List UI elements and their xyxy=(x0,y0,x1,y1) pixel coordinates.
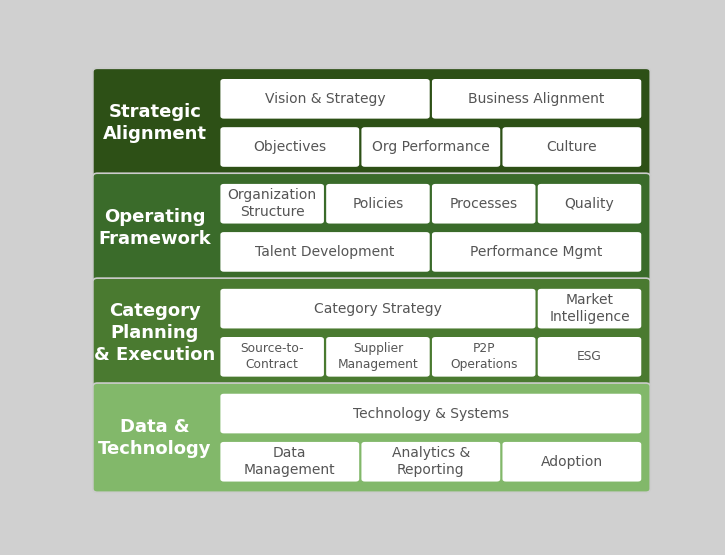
FancyBboxPatch shape xyxy=(502,127,641,167)
Text: Vision & Strategy: Vision & Strategy xyxy=(265,92,386,106)
Text: Quality: Quality xyxy=(565,196,614,211)
FancyBboxPatch shape xyxy=(220,289,536,329)
Text: Category Strategy: Category Strategy xyxy=(314,301,442,316)
Text: Technology & Systems: Technology & Systems xyxy=(353,407,509,421)
Text: Organization
Structure: Organization Structure xyxy=(228,188,317,219)
Text: ESG: ESG xyxy=(577,350,602,364)
FancyBboxPatch shape xyxy=(502,442,641,482)
Text: Operating
Framework: Operating Framework xyxy=(99,208,211,248)
FancyBboxPatch shape xyxy=(220,337,324,377)
Text: P2P
Operations: P2P Operations xyxy=(450,342,518,371)
FancyBboxPatch shape xyxy=(362,442,500,482)
FancyBboxPatch shape xyxy=(538,289,641,329)
FancyBboxPatch shape xyxy=(220,184,324,224)
FancyBboxPatch shape xyxy=(93,383,650,492)
FancyBboxPatch shape xyxy=(326,184,430,224)
FancyBboxPatch shape xyxy=(220,442,359,482)
FancyBboxPatch shape xyxy=(432,232,641,272)
FancyBboxPatch shape xyxy=(93,173,650,282)
FancyBboxPatch shape xyxy=(220,79,430,119)
Text: Objectives: Objectives xyxy=(253,140,326,154)
Text: Business Alignment: Business Alignment xyxy=(468,92,605,106)
Text: Culture: Culture xyxy=(547,140,597,154)
Text: Source-to-
Contract: Source-to- Contract xyxy=(241,342,304,371)
FancyBboxPatch shape xyxy=(538,184,641,224)
Text: Performance Mgmt: Performance Mgmt xyxy=(471,245,602,259)
Text: Supplier
Management: Supplier Management xyxy=(338,342,418,371)
FancyBboxPatch shape xyxy=(220,232,430,272)
FancyBboxPatch shape xyxy=(362,127,500,167)
Text: Org Performance: Org Performance xyxy=(372,140,489,154)
FancyBboxPatch shape xyxy=(93,278,650,387)
FancyBboxPatch shape xyxy=(93,68,650,178)
Text: Processes: Processes xyxy=(450,196,518,211)
FancyBboxPatch shape xyxy=(220,393,641,433)
Text: Adoption: Adoption xyxy=(541,455,603,469)
FancyBboxPatch shape xyxy=(432,184,536,224)
FancyBboxPatch shape xyxy=(326,337,430,377)
Text: Talent Development: Talent Development xyxy=(255,245,394,259)
FancyBboxPatch shape xyxy=(432,79,641,119)
Text: Analytics &
Reporting: Analytics & Reporting xyxy=(392,446,470,477)
Text: Market
Intelligence: Market Intelligence xyxy=(549,293,630,324)
Text: Strategic
Alignment: Strategic Alignment xyxy=(103,103,207,143)
FancyBboxPatch shape xyxy=(220,127,359,167)
FancyBboxPatch shape xyxy=(432,337,536,377)
FancyBboxPatch shape xyxy=(538,337,641,377)
Text: Data
Management: Data Management xyxy=(244,446,336,477)
Text: Policies: Policies xyxy=(352,196,404,211)
Text: Category
Planning
& Execution: Category Planning & Execution xyxy=(94,301,215,364)
Text: Data &
Technology: Data & Technology xyxy=(98,417,212,458)
